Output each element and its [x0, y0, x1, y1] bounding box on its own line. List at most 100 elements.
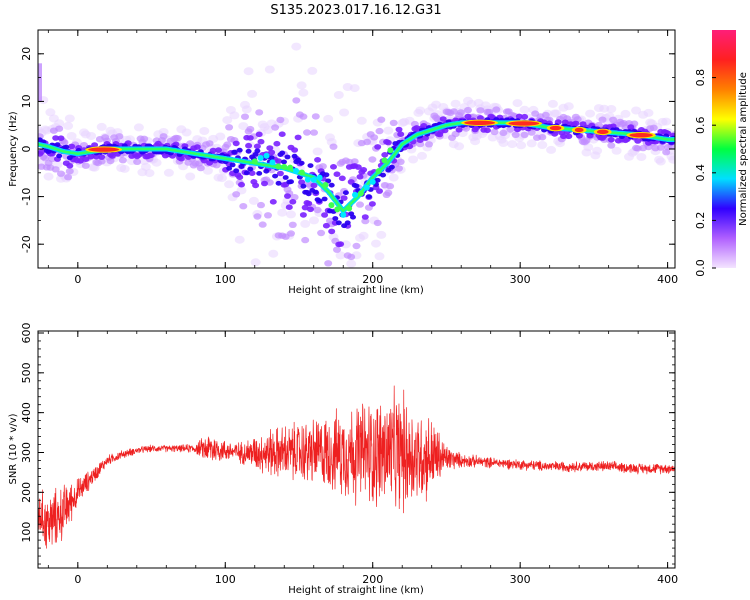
spectrogram-blob	[506, 126, 514, 132]
spectrogram-blob	[254, 149, 260, 154]
spectrogram-blob	[306, 272, 316, 280]
spectrogram-blob	[396, 127, 403, 133]
spectrogram-blob-bright	[364, 185, 370, 191]
spectrogram-blob	[82, 163, 90, 169]
spectrogram-blob	[521, 132, 529, 138]
spectrogram-blob	[247, 167, 253, 172]
spectrogram-blob	[298, 89, 308, 97]
y-tick-label: -20	[20, 235, 33, 253]
spectrogram-blob	[68, 144, 75, 150]
spectrogram-blob	[313, 190, 319, 195]
spectrogram-blob	[223, 141, 231, 147]
spectrogram-blob	[284, 193, 291, 199]
spectrogram-blob	[292, 97, 300, 103]
spectrogram-blob	[57, 171, 65, 177]
spectrogram-blob	[354, 184, 360, 189]
spectrogram-blob	[369, 201, 376, 207]
spectrogram-blob	[375, 252, 385, 260]
spectrogram-blob	[415, 107, 425, 115]
spectrogram-blob	[346, 260, 356, 268]
spectrogram-blob	[232, 191, 240, 197]
spectrogram-blob	[63, 122, 73, 130]
spectrogram-blob	[371, 240, 381, 248]
spectrogram-blob	[592, 147, 602, 155]
spectrogram-blob	[491, 129, 499, 135]
spectrogram-blob	[380, 173, 386, 178]
spectrogram-blob	[281, 160, 287, 165]
spectrogram-blob	[347, 254, 355, 260]
spectrogram-blob	[389, 165, 395, 170]
y-tick-label: 10	[20, 94, 33, 108]
x-tick-label: 300	[510, 273, 531, 286]
spectrogram-blob	[376, 231, 386, 239]
spectrogram-blob	[276, 181, 282, 186]
spectrogram-blob	[307, 67, 317, 75]
spectrogram-blob	[241, 114, 249, 120]
colorbar-tick-label: 0.6	[694, 116, 707, 134]
spectrogram-blob	[499, 130, 507, 136]
spectrogram-y-axis-label: Frequency (Hz)	[8, 111, 19, 187]
spectrogram-blob	[244, 67, 254, 75]
spectrogram-blob	[56, 154, 62, 159]
spectrogram-blob	[299, 161, 305, 166]
spectrogram-blob	[374, 144, 381, 150]
spectrogram-blob	[356, 201, 364, 207]
spectrogram-blob	[233, 141, 240, 147]
spectrogram-blob	[476, 107, 484, 113]
spectrogram-blob	[344, 268, 354, 276]
spectrogram-blob	[337, 309, 347, 317]
spectrogram-blob	[330, 164, 337, 170]
spectrogram-blob	[231, 150, 237, 155]
spectrogram-blob	[295, 135, 302, 141]
spectrogram-blob	[608, 137, 615, 143]
spectrogram-blob	[276, 117, 284, 123]
spectrogram-blob	[328, 229, 335, 235]
spectrogram-blob	[311, 310, 321, 318]
spectrogram-blob	[301, 237, 309, 243]
spectrogram-blob	[656, 158, 666, 166]
spectrogram-blob	[565, 134, 572, 140]
spectrogram-blob	[492, 106, 500, 112]
spectrogram-blob	[273, 141, 280, 147]
spectrogram-blob-bright	[287, 165, 293, 171]
spectrogram-blob	[389, 174, 399, 182]
spectrogram-blob	[397, 159, 405, 165]
spectrogram-blob	[374, 220, 382, 226]
spectrogram-blob	[247, 90, 257, 98]
spectrogram-blob	[308, 163, 314, 168]
spectrogram-blob	[334, 91, 344, 99]
spectrogram-blob	[350, 215, 356, 220]
spectrogram-blob	[65, 115, 75, 123]
spectrogram-blob	[275, 158, 282, 164]
spectrogram-blob	[55, 126, 63, 132]
spectrogram-blob	[265, 66, 275, 74]
spectrogram-blob	[249, 197, 259, 205]
spectrogram-hot-core	[464, 121, 495, 125]
spectrogram-blob	[521, 114, 528, 120]
spectrogram-blob	[256, 132, 263, 138]
spectrogram-blob	[386, 183, 394, 189]
spectrogram-blob	[513, 99, 523, 107]
spectrogram-blob	[484, 128, 491, 134]
spectrogram-blob	[332, 216, 338, 221]
spectrogram-hot-core	[597, 130, 609, 134]
spectrogram-blob	[357, 117, 367, 125]
spectrogram-blob	[66, 168, 74, 174]
spectrogram-blob-bright	[264, 153, 270, 159]
snr-x-axis-label: Height of straight line (km)	[288, 585, 424, 596]
spectrogram-blob	[300, 212, 307, 218]
spectrogram-blob-bright	[387, 147, 393, 153]
y-tick-label: -10	[20, 188, 33, 206]
colorbar-gradient	[712, 30, 736, 268]
spectrogram-blob	[64, 174, 72, 180]
spectrogram-blob-bright	[252, 158, 258, 164]
x-tick-label: 100	[215, 573, 236, 586]
spectrogram-blob	[564, 102, 574, 110]
spectrogram-blob	[279, 131, 286, 137]
spectrogram-blob	[182, 129, 192, 137]
colorbar: 0.0 0.2 0.4 0.6 0.8 Normalized spectral ampl…	[694, 30, 749, 277]
y-tick-label: 100	[20, 522, 33, 543]
spectrogram-blob	[291, 147, 298, 153]
spectrogram-blob	[286, 210, 296, 218]
spectrogram-blob	[368, 156, 376, 162]
